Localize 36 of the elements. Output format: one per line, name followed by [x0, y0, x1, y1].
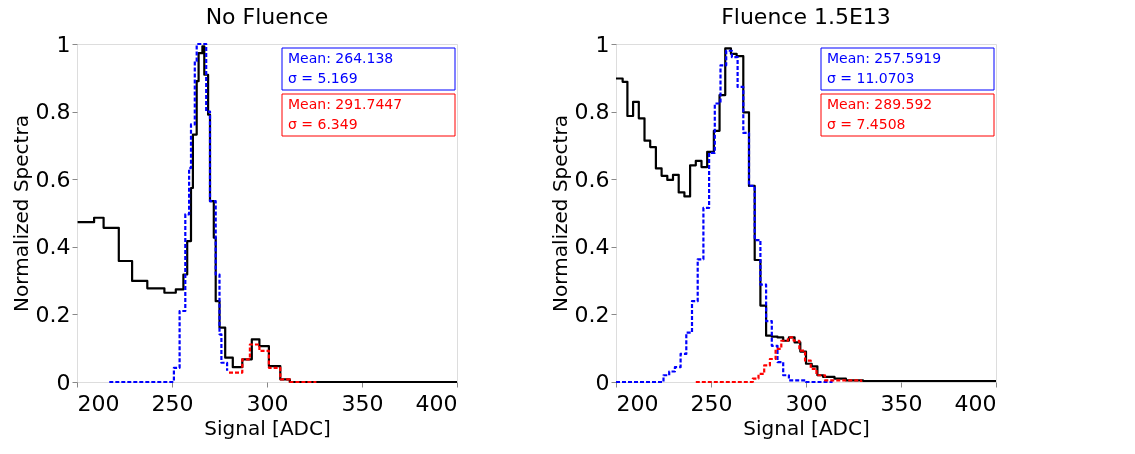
y-tick-label: 0.6 — [574, 166, 610, 192]
y-tick-label: 0.4 — [574, 234, 610, 260]
y-tick-label: 1 — [595, 31, 610, 57]
chart-title: No Fluence — [205, 4, 329, 29]
annotation: Mean: 289.592 — [827, 96, 933, 112]
annotation: σ = 6.349 — [288, 116, 358, 132]
annotation: σ = 5.169 — [288, 70, 358, 86]
y-tick-label: 0 — [56, 369, 71, 395]
y-tick-label: 0.6 — [35, 166, 71, 192]
y-tick-label: 0.4 — [35, 234, 71, 260]
annotation: σ = 7.4508 — [827, 116, 906, 132]
x-tick-label: 300 — [785, 390, 828, 416]
x-axis-title: Signal [ADC] — [204, 415, 331, 440]
x-tick-label: 400 — [415, 390, 458, 416]
x-tick-label: 250 — [151, 390, 194, 416]
x-tick-label: 350 — [341, 390, 384, 416]
y-axis-title: Normalized Spectra — [547, 115, 572, 312]
annotation: Mean: 264.138 — [288, 50, 394, 66]
x-tick-label: 350 — [880, 390, 923, 416]
annotation: Mean: 291.7447 — [288, 96, 403, 112]
annotation: Mean: 257.5919 — [827, 50, 942, 66]
y-tick-label: 0.8 — [574, 99, 610, 125]
y-tick-label: 0.2 — [574, 301, 610, 327]
y-tick-label: 0.8 — [35, 99, 71, 125]
x-axis-title: Signal [ADC] — [743, 415, 870, 440]
x-tick-label: 200 — [77, 390, 120, 416]
x-tick-label: 250 — [690, 390, 733, 416]
y-tick-label: 0.2 — [35, 301, 71, 327]
y-tick-label: 1 — [56, 31, 71, 57]
x-tick-label: 400 — [954, 390, 997, 416]
x-tick-label: 300 — [246, 390, 289, 416]
y-axis-title: Normalized Spectra — [8, 115, 33, 312]
y-tick-label: 0 — [595, 369, 610, 395]
chart-title: Fluence 1.5E13 — [721, 4, 891, 29]
annotation: σ = 11.0703 — [827, 70, 915, 86]
x-tick-label: 200 — [616, 390, 659, 416]
